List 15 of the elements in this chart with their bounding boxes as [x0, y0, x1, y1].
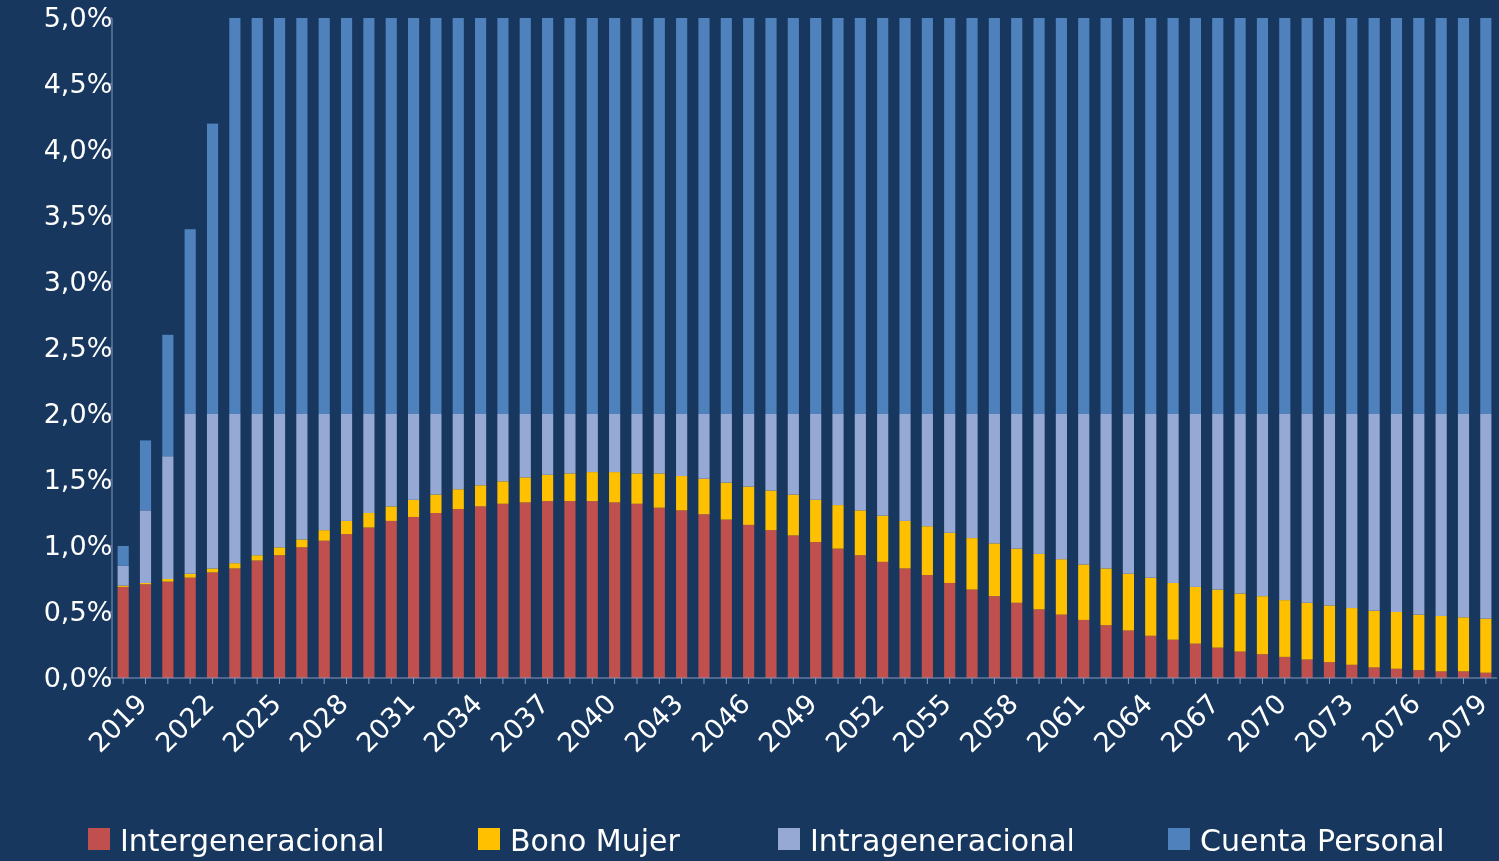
- y-tick-label: 2,5%: [43, 332, 113, 364]
- y-tick-label: 4,5%: [43, 68, 113, 100]
- y-tick-label: 0,0%: [43, 662, 113, 694]
- y-tick-label: 5,0%: [43, 2, 113, 34]
- y-tick-label: 1,0%: [43, 530, 113, 562]
- y-tick-label: 0,5%: [43, 596, 113, 628]
- legend-label: Bono Mujer: [510, 822, 681, 858]
- legend-label: Intrageneracional: [810, 822, 1075, 858]
- legend-label: Intergeneracional: [120, 822, 385, 858]
- y-tick-label: 3,5%: [43, 200, 113, 232]
- legend-label: Cuenta Personal: [1200, 822, 1445, 858]
- y-tick-label: 4,0%: [43, 134, 113, 166]
- y-tick-label: 2,0%: [43, 398, 113, 430]
- y-tick-label: 1,5%: [43, 464, 113, 496]
- y-tick-label: 3,0%: [43, 266, 113, 298]
